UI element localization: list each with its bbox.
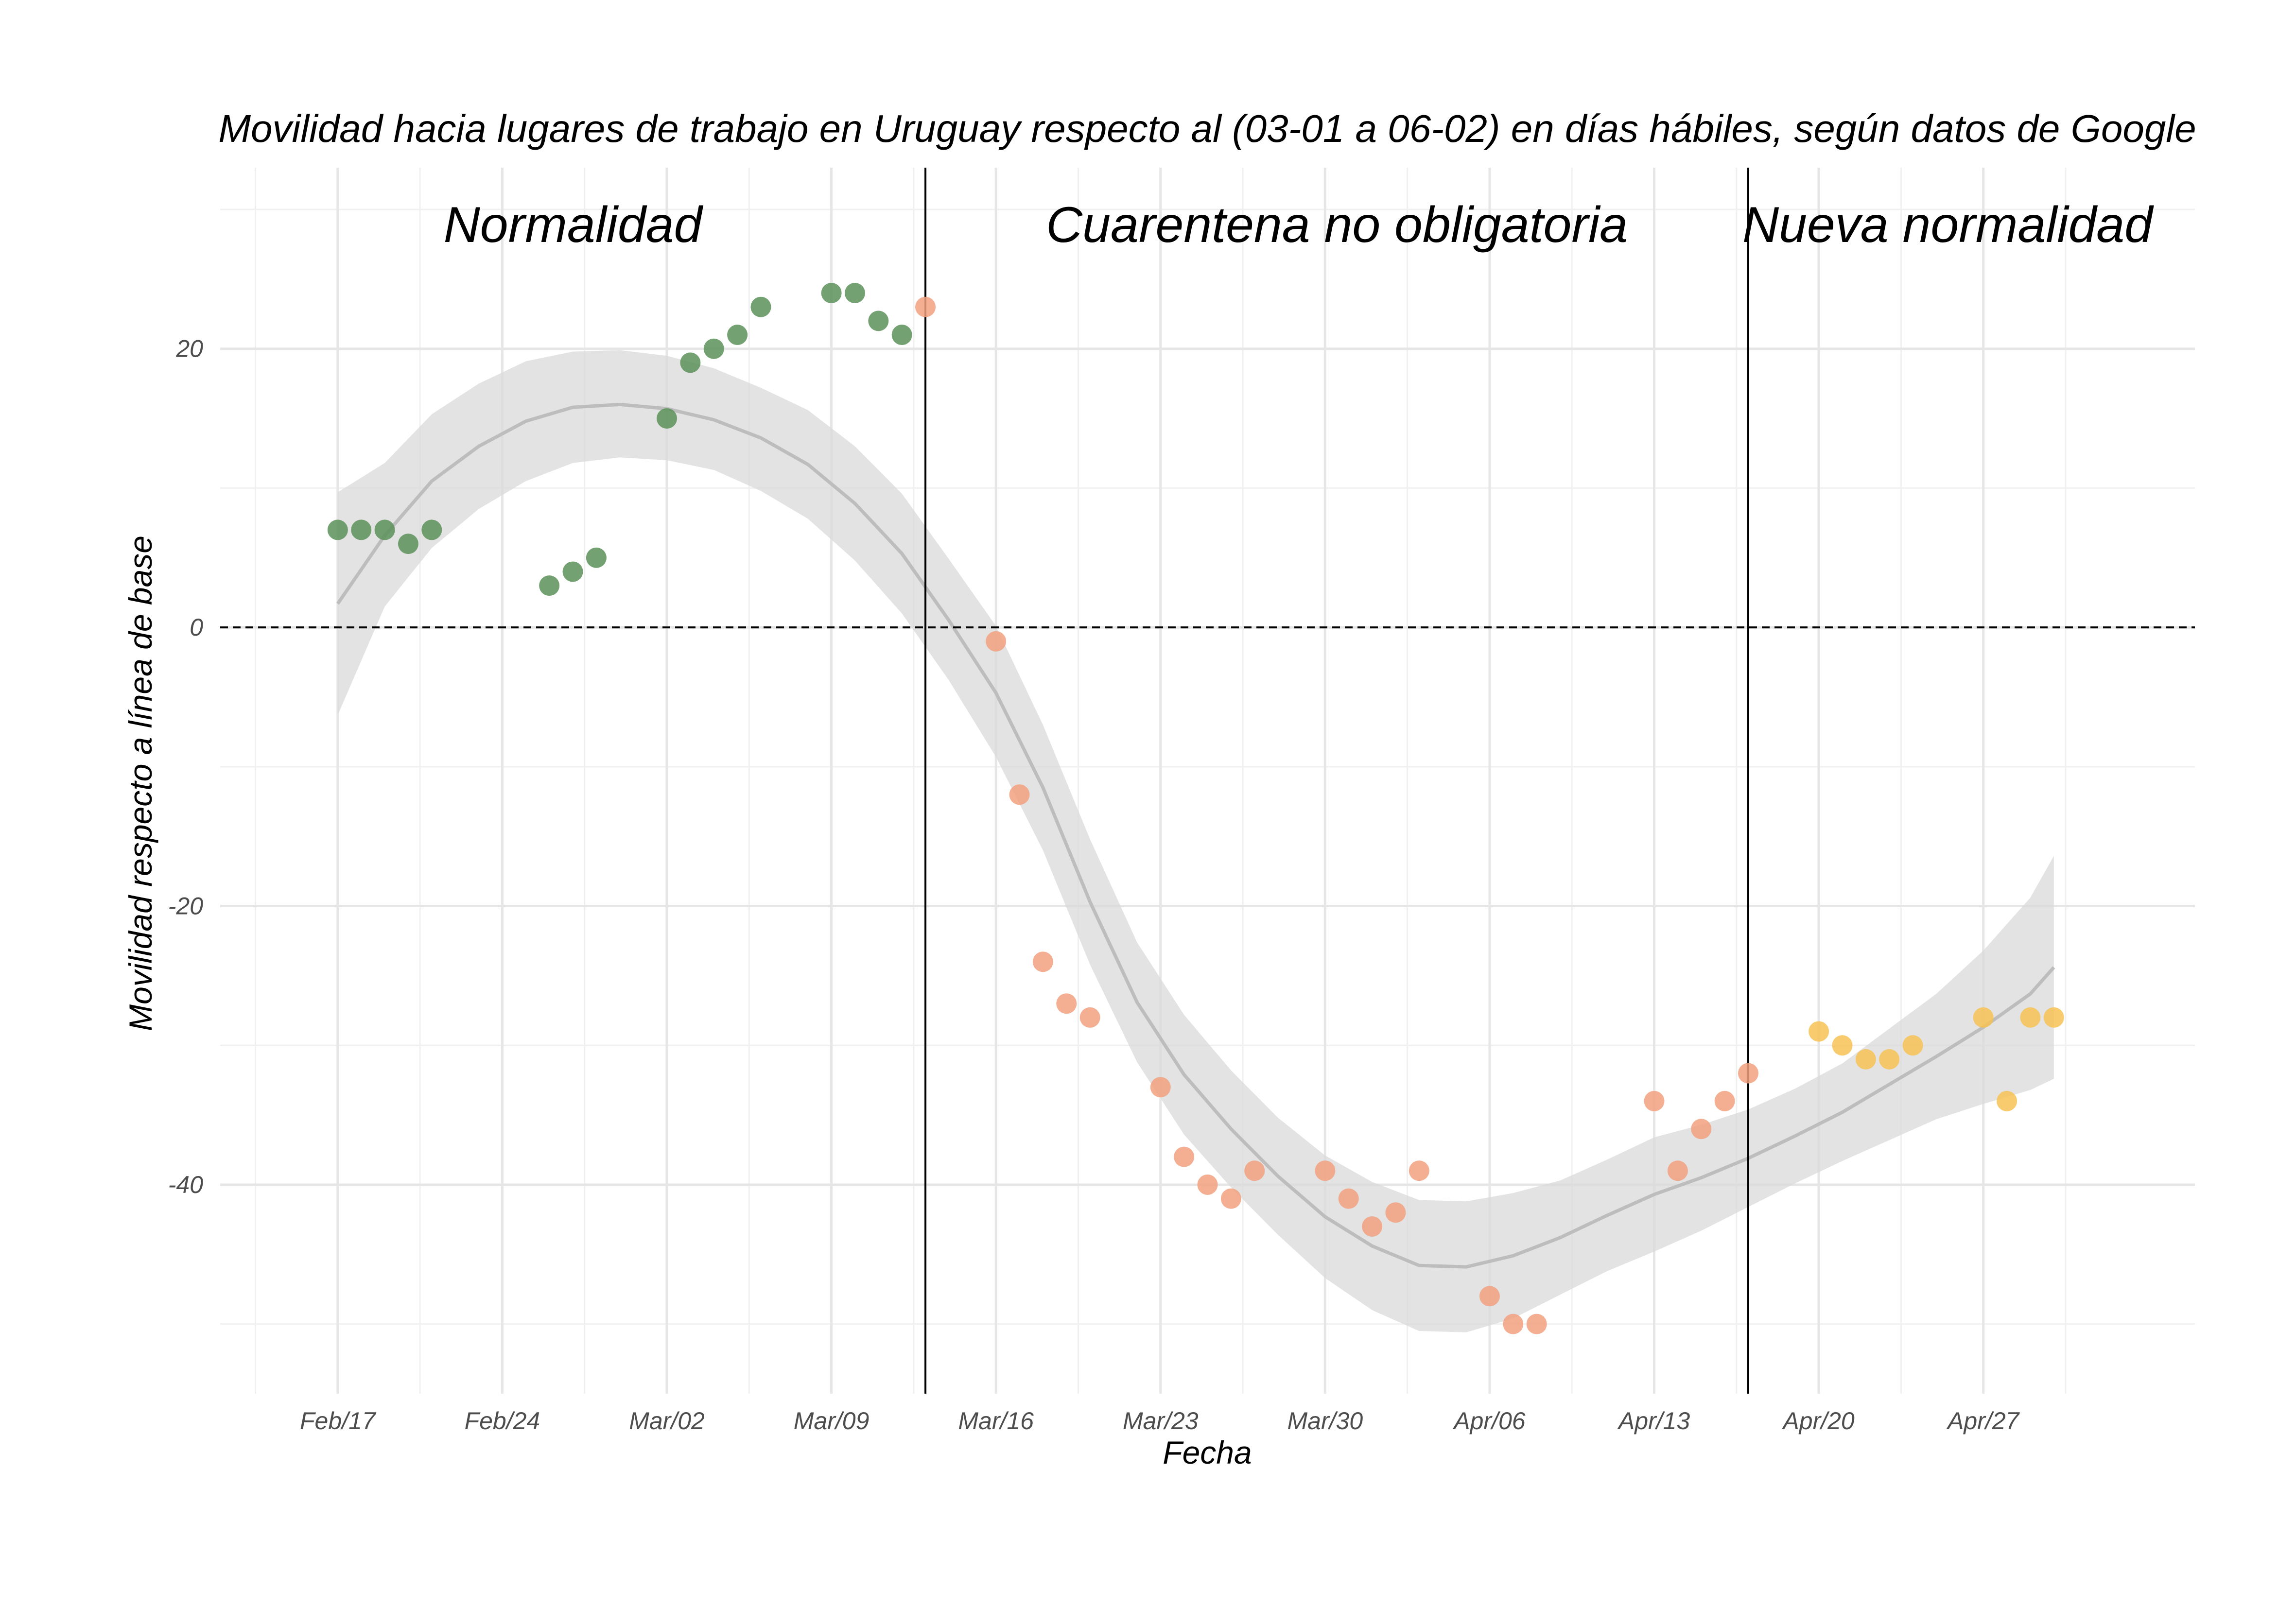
- data-point: [844, 283, 865, 304]
- phase-label: Cuarentena no obligatoria: [1046, 197, 1628, 253]
- grid-major: [220, 168, 2195, 1394]
- data-point: [1056, 993, 1077, 1014]
- data-point: [986, 631, 1007, 652]
- data-point: [1150, 1077, 1171, 1098]
- data-point: [1385, 1202, 1406, 1223]
- data-point: [1197, 1174, 1218, 1195]
- data-point: [1315, 1160, 1336, 1181]
- data-point: [1691, 1119, 1712, 1140]
- y-tick-label: -40: [168, 1171, 203, 1198]
- data-point: [1174, 1146, 1195, 1167]
- grid-minor: [220, 168, 2195, 1394]
- x-tick-label: Mar/09: [794, 1407, 870, 1434]
- data-point: [1526, 1313, 1547, 1334]
- data-points-layer: [327, 283, 2064, 1334]
- data-point: [1479, 1286, 1500, 1307]
- data-point: [1503, 1313, 1524, 1334]
- data-point: [1244, 1160, 1265, 1181]
- data-point: [1079, 1007, 1100, 1028]
- data-point: [2043, 1007, 2064, 1028]
- phase-label: Nueva normalidad: [1742, 197, 2154, 253]
- x-tick-label: Feb/17: [300, 1407, 377, 1434]
- data-point: [657, 408, 678, 429]
- data-point: [586, 547, 607, 568]
- x-axis-title: Fecha: [1163, 1434, 1252, 1470]
- x-tick-label: Mar/16: [958, 1407, 1034, 1434]
- x-tick-label: Feb/24: [465, 1407, 540, 1434]
- x-tick-label: Apr/20: [1781, 1407, 1855, 1434]
- data-point: [703, 338, 724, 359]
- data-point: [1362, 1216, 1383, 1237]
- data-point: [1220, 1188, 1241, 1209]
- data-point: [868, 311, 889, 331]
- data-point: [1714, 1090, 1735, 1111]
- y-tick-label: -20: [168, 893, 203, 920]
- y-tick-label: 0: [190, 614, 203, 641]
- data-point: [374, 519, 395, 540]
- data-point: [327, 519, 348, 540]
- data-point: [1973, 1007, 1994, 1028]
- data-point: [750, 296, 771, 317]
- data-point: [1997, 1090, 2018, 1111]
- smooth-trend-line: [336, 402, 2055, 1269]
- data-point: [1009, 784, 1030, 805]
- data-point: [821, 283, 842, 304]
- y-tick-label: 20: [175, 335, 203, 363]
- data-point: [2020, 1007, 2041, 1028]
- phase-boundary-layer: [924, 168, 1749, 1394]
- data-point: [351, 519, 372, 540]
- data-point: [680, 352, 701, 373]
- confidence-band-layer: [337, 350, 2054, 1332]
- smooth-line-layer: [336, 402, 2055, 1269]
- phase-label: Normalidad: [444, 197, 704, 253]
- confidence-band: [337, 350, 2054, 1332]
- data-point: [1644, 1090, 1665, 1111]
- data-point: [1809, 1021, 1829, 1042]
- data-point: [891, 325, 912, 346]
- data-point: [1338, 1188, 1359, 1209]
- data-point: [1832, 1035, 1853, 1056]
- x-tick-label: Mar/23: [1123, 1407, 1199, 1434]
- x-tick-label: Mar/02: [629, 1407, 705, 1434]
- data-point: [1032, 951, 1053, 972]
- x-tick-label: Mar/30: [1287, 1407, 1363, 1434]
- data-point: [1409, 1160, 1429, 1181]
- data-point: [1855, 1049, 1876, 1070]
- data-point: [539, 575, 560, 596]
- y-axis-title: Movilidad respecto a línea de base: [122, 536, 158, 1031]
- x-tick-label: Apr/13: [1617, 1407, 1690, 1434]
- data-point: [1879, 1049, 1900, 1070]
- data-point: [1738, 1063, 1758, 1084]
- data-point: [421, 519, 442, 540]
- x-axis-ticks: Feb/17 Feb/24 Mar/02 Mar/09 Mar/16 Mar/23 Mar/…: [300, 1407, 2020, 1434]
- data-point: [1667, 1160, 1688, 1181]
- data-point: [1902, 1035, 1923, 1056]
- data-point: [398, 534, 418, 554]
- chart-title: Movilidad hacia lugares de trabajo en Ur…: [218, 107, 2196, 150]
- data-point: [915, 296, 936, 317]
- x-tick-label: Apr/06: [1452, 1407, 1526, 1434]
- x-tick-label: Apr/27: [1946, 1407, 2020, 1434]
- data-point: [562, 561, 583, 582]
- y-axis-ticks: -40 -20 0 20: [168, 335, 203, 1198]
- data-point: [727, 325, 748, 346]
- phase-labels: Normalidad Cuarentena no obligatoria Nueva…: [444, 197, 2155, 253]
